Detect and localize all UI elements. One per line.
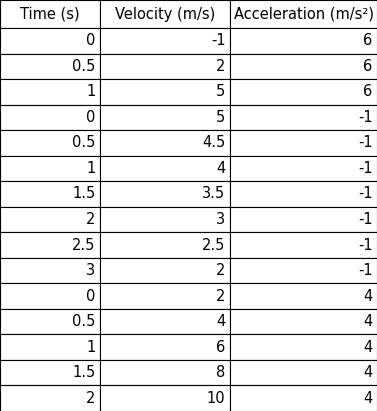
Text: 0.5: 0.5 (72, 135, 95, 150)
Text: -1: -1 (211, 33, 225, 48)
Text: 4: 4 (363, 391, 372, 406)
Text: -1: -1 (358, 212, 372, 227)
Bar (0, 335, 100, 360)
Text: 2: 2 (216, 289, 225, 304)
Bar (0, 283, 100, 309)
Text: -1: -1 (358, 161, 372, 176)
Bar (230, 386, 377, 411)
Text: 0: 0 (86, 289, 95, 304)
Text: 6: 6 (363, 59, 372, 74)
Text: 1: 1 (86, 339, 95, 355)
Bar (230, 53, 377, 79)
Bar (0, 309, 100, 335)
Bar (100, 181, 230, 207)
Text: 3: 3 (86, 263, 95, 278)
Text: 2.5: 2.5 (202, 238, 225, 252)
Text: 1: 1 (86, 84, 95, 99)
Text: 6: 6 (216, 339, 225, 355)
Bar (0, 79, 100, 105)
Bar (230, 335, 377, 360)
Bar (0, 130, 100, 156)
Bar (230, 130, 377, 156)
Bar (0, 181, 100, 207)
Text: -1: -1 (358, 263, 372, 278)
Text: 0.5: 0.5 (72, 314, 95, 329)
Bar (100, 130, 230, 156)
Bar (230, 283, 377, 309)
Text: 2: 2 (86, 212, 95, 227)
Text: 2: 2 (216, 263, 225, 278)
Bar (230, 207, 377, 232)
Bar (100, 156, 230, 181)
Bar (100, 79, 230, 105)
Bar (0, 360, 100, 386)
Text: 2: 2 (86, 391, 95, 406)
Bar (230, 181, 377, 207)
Text: 1.5: 1.5 (72, 365, 95, 380)
Text: 4: 4 (363, 365, 372, 380)
Bar (100, 207, 230, 232)
Text: 5: 5 (216, 84, 225, 99)
Bar (100, 335, 230, 360)
Text: Acceleration (m/s²): Acceleration (m/s²) (233, 7, 374, 21)
Bar (230, 28, 377, 53)
Bar (0, 207, 100, 232)
Text: 2: 2 (216, 59, 225, 74)
Text: 3.5: 3.5 (202, 187, 225, 201)
Bar (100, 0, 230, 28)
Bar (230, 309, 377, 335)
Bar (230, 0, 377, 28)
Text: Time (s): Time (s) (20, 7, 80, 21)
Bar (0, 386, 100, 411)
Text: 1: 1 (86, 161, 95, 176)
Bar (100, 360, 230, 386)
Text: -1: -1 (358, 110, 372, 125)
Text: 4: 4 (216, 161, 225, 176)
Text: 4: 4 (363, 314, 372, 329)
Bar (100, 283, 230, 309)
Bar (230, 258, 377, 283)
Text: 0: 0 (86, 33, 95, 48)
Text: 4.5: 4.5 (202, 135, 225, 150)
Bar (230, 79, 377, 105)
Text: 8: 8 (216, 365, 225, 380)
Bar (0, 232, 100, 258)
Bar (100, 258, 230, 283)
Text: 1.5: 1.5 (72, 187, 95, 201)
Text: 0: 0 (86, 110, 95, 125)
Bar (100, 53, 230, 79)
Bar (100, 386, 230, 411)
Text: 0.5: 0.5 (72, 59, 95, 74)
Text: 3: 3 (216, 212, 225, 227)
Text: 4: 4 (216, 314, 225, 329)
Text: -1: -1 (358, 187, 372, 201)
Bar (230, 156, 377, 181)
Text: 4: 4 (363, 289, 372, 304)
Bar (100, 232, 230, 258)
Text: Velocity (m/s): Velocity (m/s) (115, 7, 215, 21)
Bar (230, 232, 377, 258)
Text: 5: 5 (216, 110, 225, 125)
Text: 10: 10 (207, 391, 225, 406)
Bar (100, 309, 230, 335)
Bar (0, 258, 100, 283)
Bar (230, 360, 377, 386)
Text: -1: -1 (358, 135, 372, 150)
Text: 2.5: 2.5 (72, 238, 95, 252)
Text: -1: -1 (358, 238, 372, 252)
Text: 4: 4 (363, 339, 372, 355)
Bar (0, 53, 100, 79)
Bar (0, 105, 100, 130)
Bar (100, 105, 230, 130)
Text: 6: 6 (363, 84, 372, 99)
Bar (100, 28, 230, 53)
Bar (0, 156, 100, 181)
Bar (0, 0, 100, 28)
Bar (0, 28, 100, 53)
Bar (230, 105, 377, 130)
Text: 6: 6 (363, 33, 372, 48)
